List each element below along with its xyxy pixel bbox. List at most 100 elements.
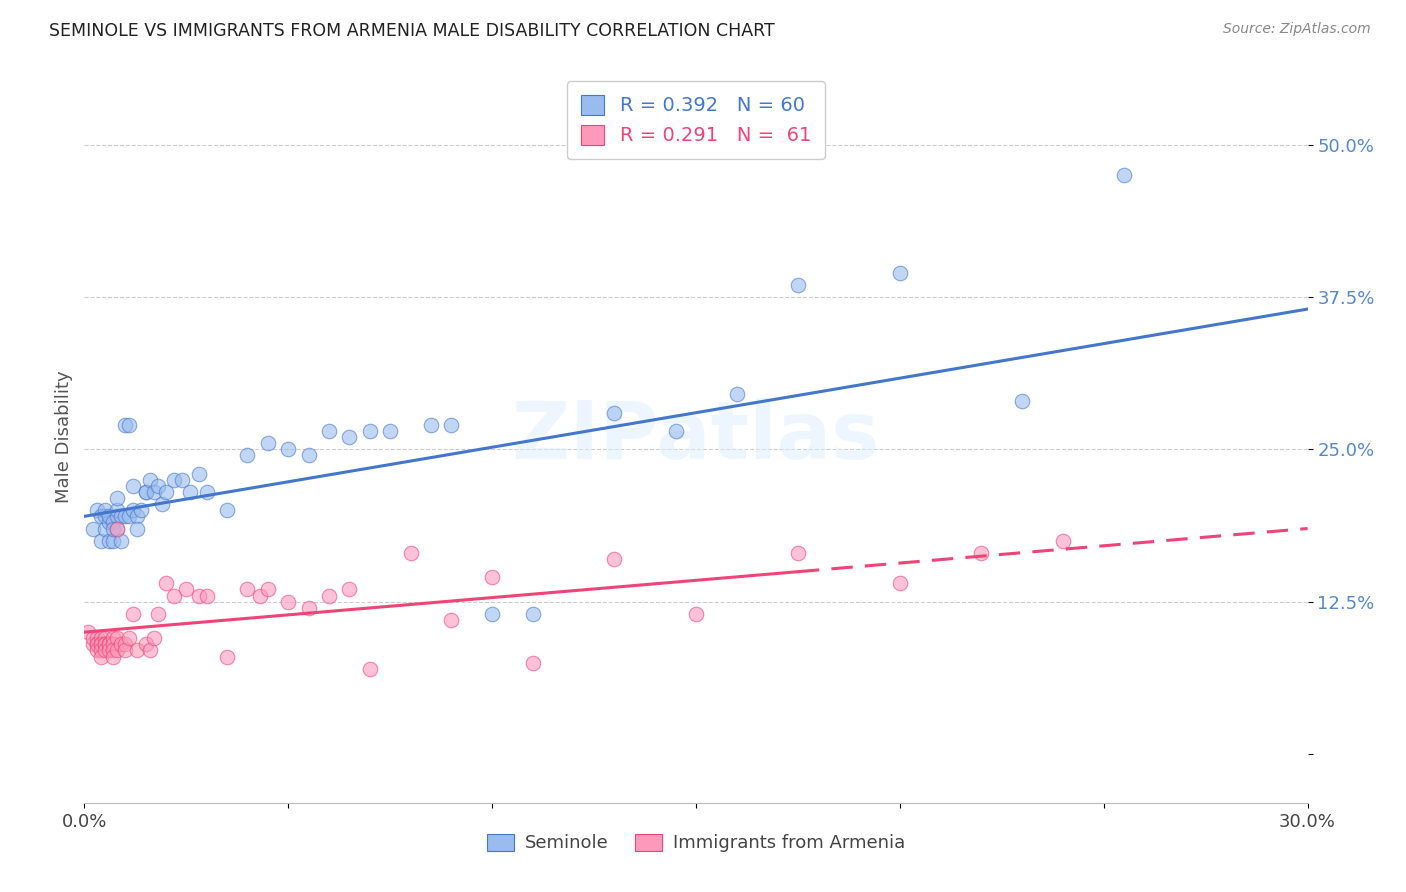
Point [114,643,136,657]
Point [150,497,173,511]
Point [114,637,136,651]
Point [97,643,120,657]
Point [127,509,149,524]
Point [97,637,120,651]
Point [93,509,115,524]
Point [90,632,112,646]
Point [138,643,160,657]
Point [97,509,120,524]
Point [97,533,120,548]
Point [118,509,141,524]
Point [122,479,145,493]
Point [101,637,124,651]
Point [86,632,108,646]
Point [318,424,340,438]
Point [105,521,128,535]
Point [114,509,136,524]
Point [359,662,381,676]
Point [163,473,186,487]
Point [236,582,259,597]
Point [90,509,112,524]
Point [440,613,463,627]
Point [82,632,104,646]
Point [481,570,503,584]
Point [82,521,104,535]
Point [420,417,443,432]
Point [195,589,218,603]
Point [787,546,810,560]
Point [142,632,165,646]
Point [277,442,299,457]
Point [172,473,194,487]
Point [195,485,218,500]
Point [138,473,160,487]
Point [277,594,299,608]
Point [101,516,124,530]
Point [101,643,124,657]
Point [217,503,239,517]
Point [105,643,128,657]
Point [440,417,463,432]
Point [603,406,626,420]
Point [725,387,748,401]
Point [155,576,177,591]
Point [82,637,104,651]
Point [236,448,259,462]
Point [110,509,132,524]
Point [118,632,141,646]
Point [249,589,271,603]
Point [127,521,149,535]
Point [135,485,157,500]
Point [105,521,128,535]
Text: SEMINOLE VS IMMIGRANTS FROM ARMENIA MALE DISABILITY CORRELATION CHART: SEMINOLE VS IMMIGRANTS FROM ARMENIA MALE… [49,22,775,40]
Point [90,649,112,664]
Point [101,649,124,664]
Point [114,417,136,432]
Point [257,436,280,450]
Point [97,637,120,651]
Point [110,533,132,548]
Point [93,643,115,657]
Point [318,589,340,603]
Point [1011,393,1033,408]
Point [522,607,544,621]
Point [110,637,132,651]
Point [131,503,153,517]
Point [155,485,177,500]
Point [86,503,108,517]
Point [603,552,626,566]
Point [105,632,128,646]
Point [93,632,115,646]
Point [90,643,112,657]
Point [970,546,993,560]
Point [1114,168,1136,182]
Point [86,637,108,651]
Point [339,430,361,444]
Point [380,424,402,438]
Text: Source: ZipAtlas.com: Source: ZipAtlas.com [1223,22,1371,37]
Text: ZIPatlas: ZIPatlas [512,398,880,476]
Point [359,424,381,438]
Point [257,582,280,597]
Point [93,637,115,651]
Point [93,637,115,651]
Point [93,503,115,517]
Point [86,643,108,657]
Point [1052,533,1074,548]
Point [105,491,128,505]
Point [187,589,209,603]
Point [122,607,145,621]
Point [665,424,688,438]
Point [399,546,422,560]
Point [889,266,911,280]
Point [105,509,128,524]
Point [481,607,503,621]
Point [187,467,209,481]
Point [105,503,128,517]
Point [97,516,120,530]
Point [163,589,186,603]
Point [142,485,165,500]
Point [101,533,124,548]
Point [90,637,112,651]
Point [135,485,157,500]
